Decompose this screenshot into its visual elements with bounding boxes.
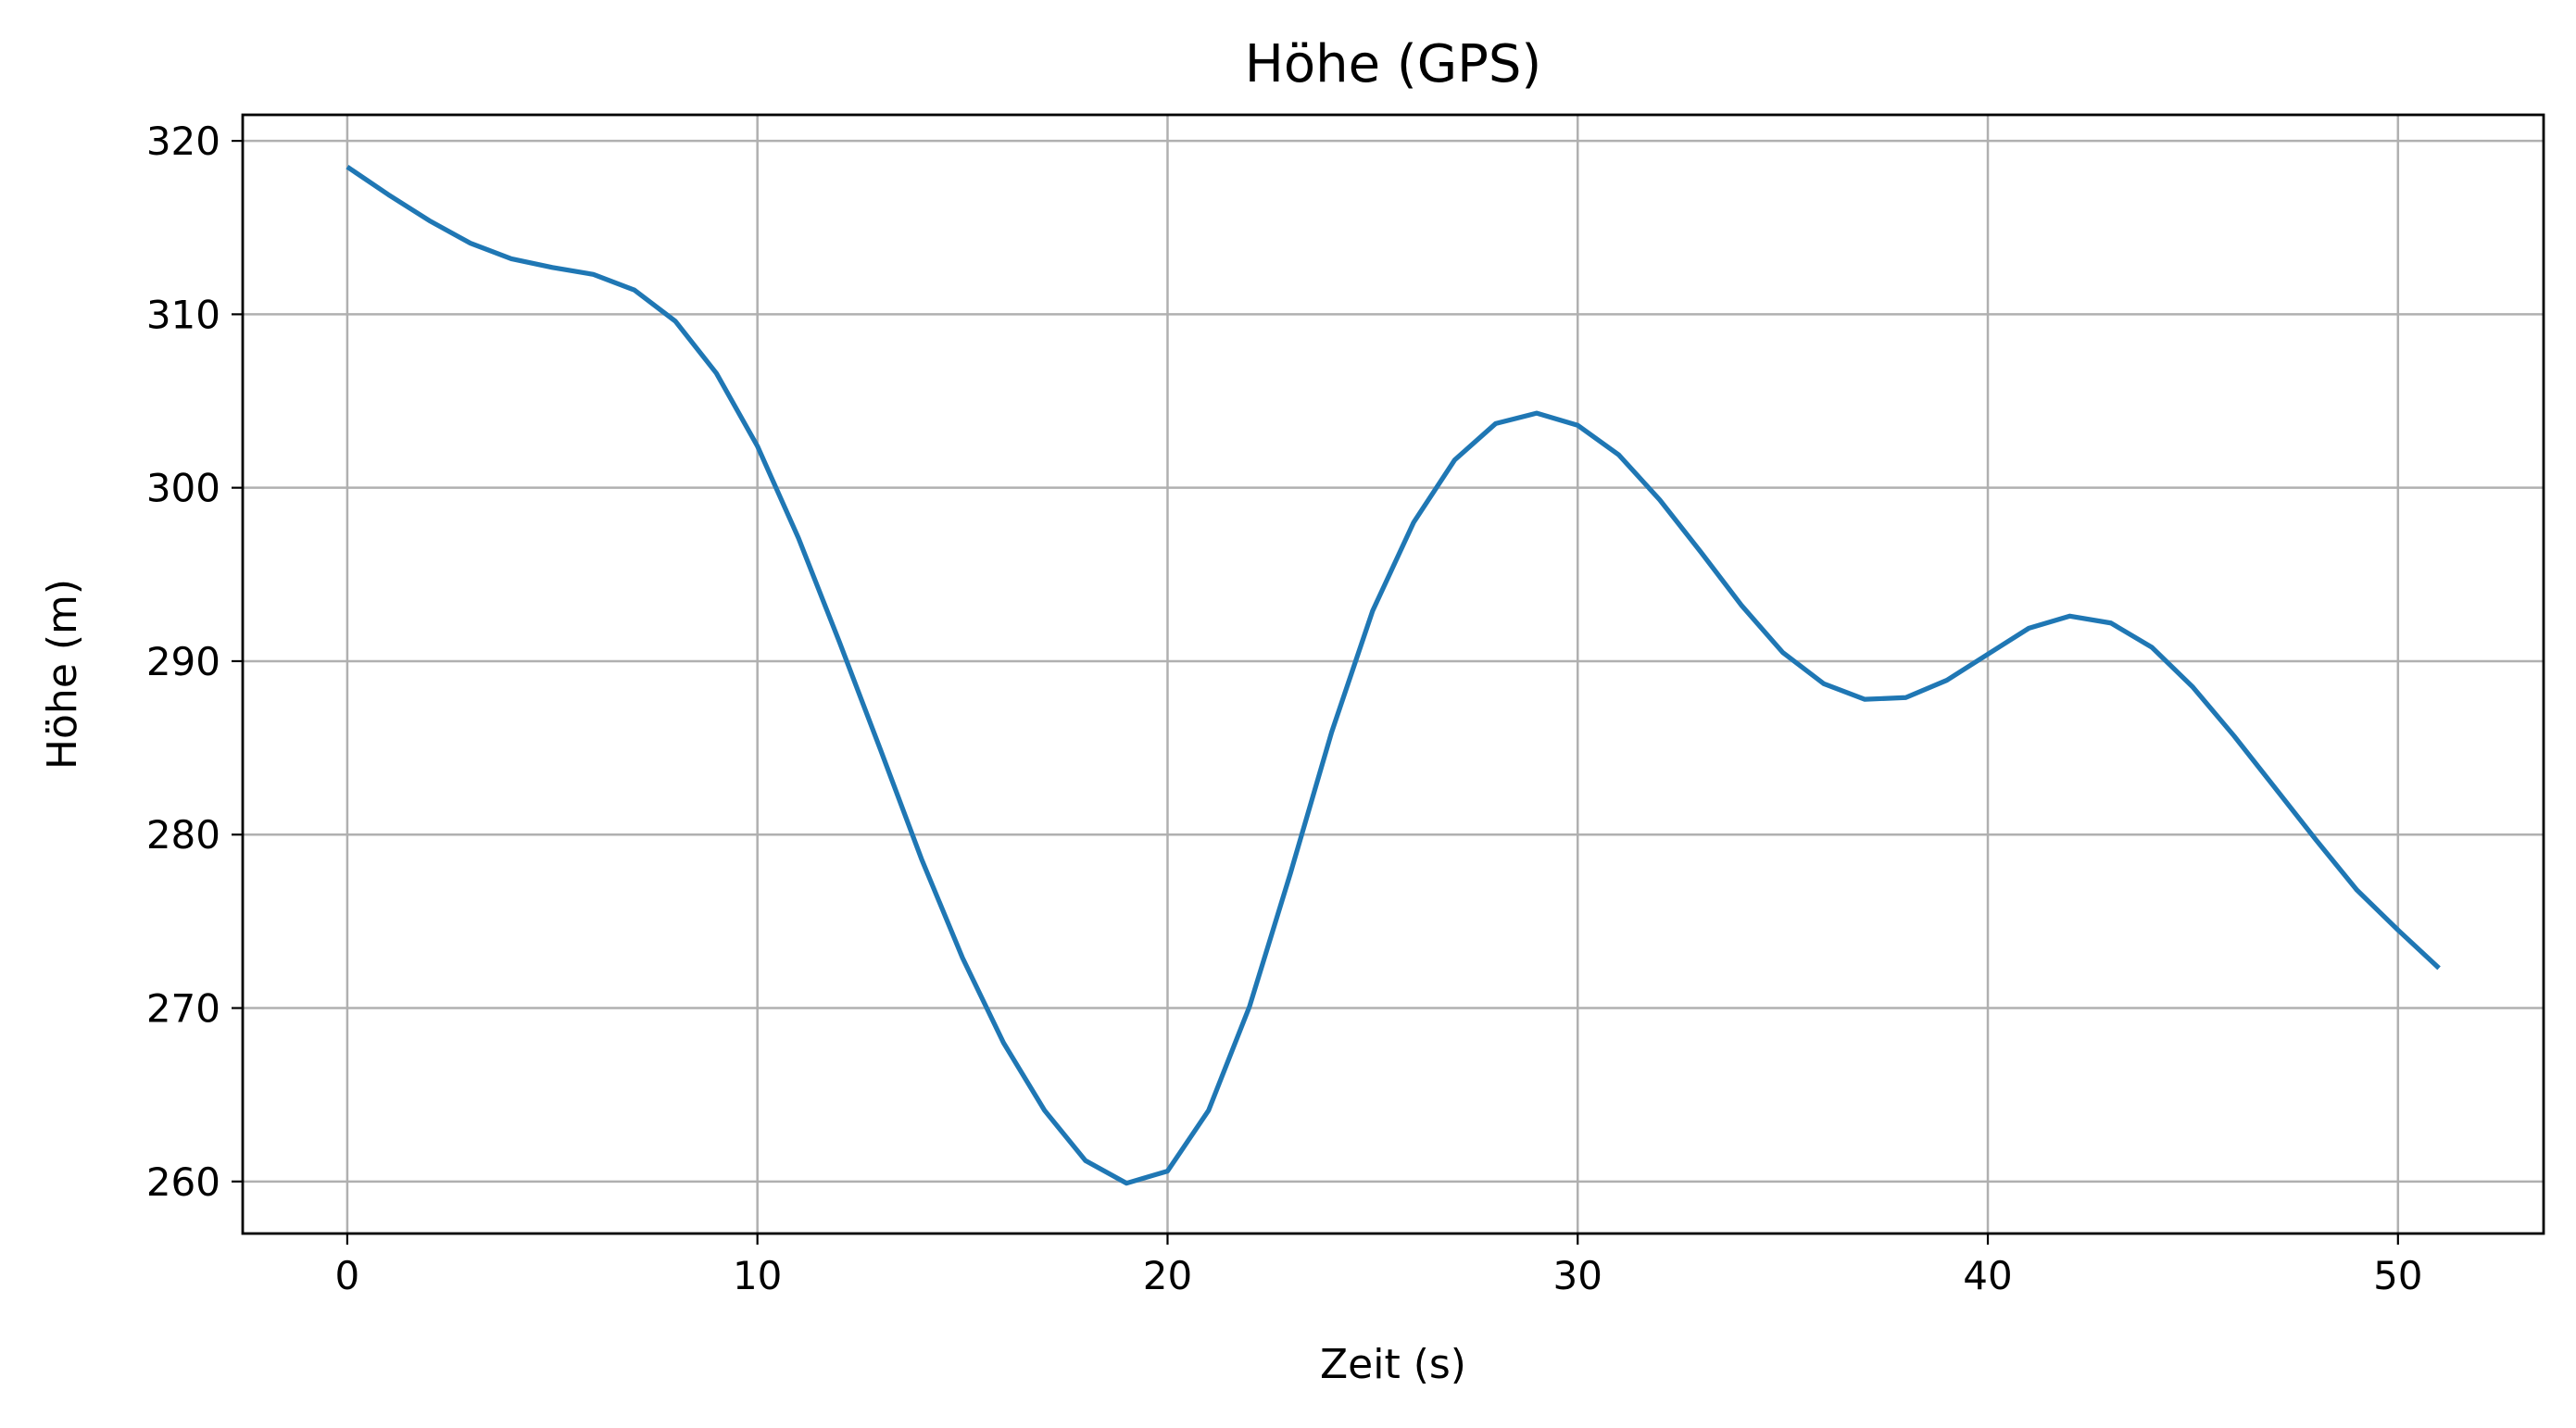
x-tick-label: 50 xyxy=(2373,1253,2422,1298)
y-tick-label: 320 xyxy=(146,119,220,164)
x-axis-title: Zeit (s) xyxy=(1320,1341,1466,1388)
x-tick-label: 10 xyxy=(733,1253,782,1298)
y-tick-label: 280 xyxy=(146,812,220,858)
x-tick-label: 30 xyxy=(1553,1253,1602,1298)
chart-title: Höhe (GPS) xyxy=(1245,34,1542,94)
grid xyxy=(243,115,2544,1234)
series-line xyxy=(346,165,2441,1186)
y-tick-label: 310 xyxy=(146,292,220,337)
y-tick-label: 260 xyxy=(146,1159,220,1205)
ticks: 0 10 20 30 40 50 260 270 280 290 300 310 320 xyxy=(146,119,2423,1298)
x-tick-label: 0 xyxy=(335,1253,360,1298)
y-tick-label: 300 xyxy=(146,466,220,511)
y-tick-label: 290 xyxy=(146,639,220,684)
series-layer xyxy=(346,165,2441,1186)
y-tick-label: 270 xyxy=(146,986,220,1032)
plot-frame xyxy=(241,113,2545,1235)
x-tick-label: 20 xyxy=(1143,1253,1192,1298)
y-axis-title: Höhe (m) xyxy=(39,579,86,770)
x-tick-label: 40 xyxy=(1963,1253,2012,1298)
